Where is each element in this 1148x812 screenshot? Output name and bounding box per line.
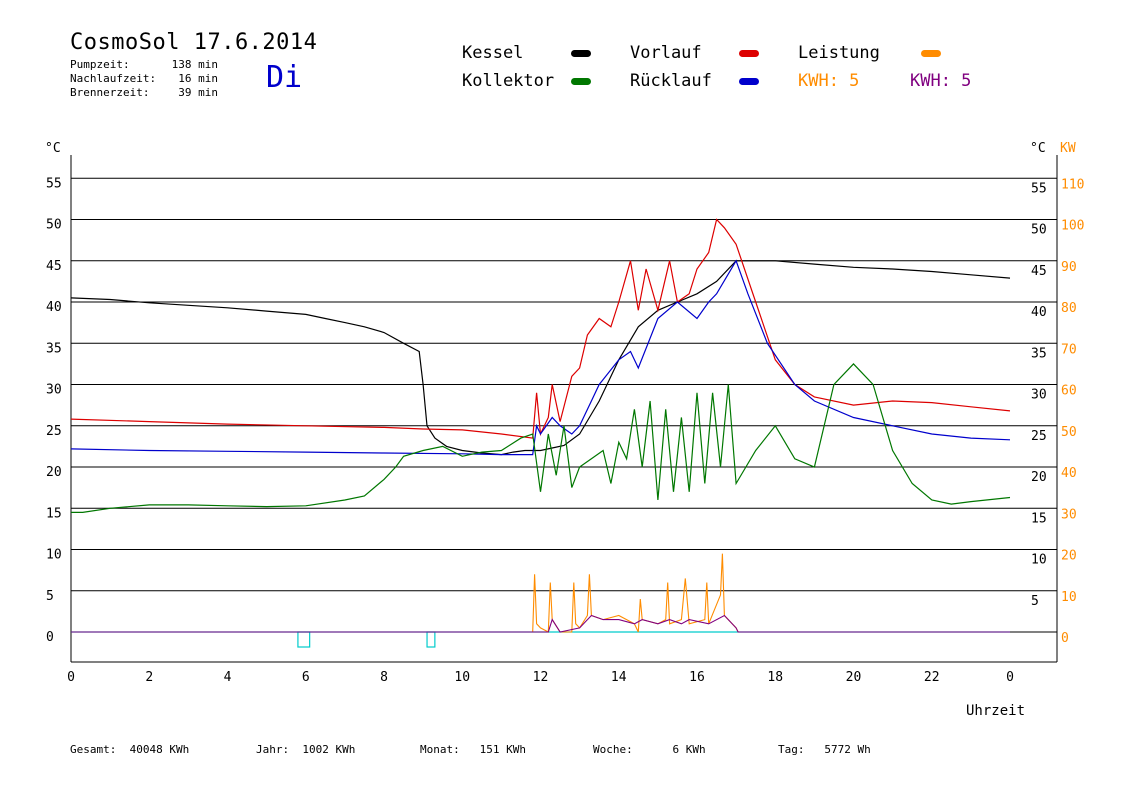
stat-value: 138 min xyxy=(171,58,218,71)
series-line-kessel xyxy=(70,260,1011,456)
x-tick: 8 xyxy=(380,670,388,685)
stat-label: Pumpzeit: xyxy=(70,58,130,71)
x-axis-label: Uhrzeit xyxy=(966,703,1025,719)
y-tick-kw: 30 xyxy=(1061,507,1077,522)
x-tick: 6 xyxy=(302,670,310,685)
series-line-kwh xyxy=(71,614,1010,633)
y-tick-right: 30 xyxy=(1031,388,1047,403)
legend-leistung-label: Leistung xyxy=(798,43,880,63)
chart-title: CosmoSol 17.6.2014 xyxy=(70,30,318,55)
y-tick-left: 45 xyxy=(46,259,62,274)
stat-value: 16 min xyxy=(178,72,218,85)
x-tick: 16 xyxy=(689,670,705,685)
x-tick: 14 xyxy=(611,670,627,685)
y-tick-kw: 110 xyxy=(1061,177,1084,192)
y-tick-left: 15 xyxy=(46,506,62,521)
footer-tag: Tag: 5772 Wh xyxy=(778,743,871,756)
y-tick-kw: 20 xyxy=(1061,549,1077,564)
footer-gesamt: Gesamt: 40048 KWh xyxy=(70,743,190,756)
series-line-vorlauf xyxy=(70,218,1011,439)
y-tick-right: 50 xyxy=(1031,223,1047,238)
x-tick: 10 xyxy=(454,670,470,685)
x-tick: 18 xyxy=(767,670,783,685)
x-tick: 12 xyxy=(533,670,549,685)
y-tick-left: 55 xyxy=(46,176,62,191)
series-line-leistung xyxy=(71,553,1010,633)
legend-ruecklauf-swatch xyxy=(739,78,759,85)
y-tick-left: 40 xyxy=(46,300,62,315)
stat-label: Nachlaufzeit: xyxy=(70,72,157,85)
legend-kwh-orange: KWH: 5 xyxy=(798,71,860,91)
y-tick-left: 30 xyxy=(46,383,62,398)
weekday-label: Di xyxy=(266,60,303,95)
legend-vorlauf-swatch xyxy=(739,50,759,57)
stat-value: 39 min xyxy=(178,86,218,99)
legend-vorlauf-label: Vorlauf xyxy=(630,43,702,63)
y-tick-kw: 40 xyxy=(1061,466,1077,481)
y-tick-left: 0 xyxy=(46,630,54,645)
stat-pumpzeit: Pumpzeit: 138 min xyxy=(70,58,218,71)
y-tick-left: 5 xyxy=(46,589,54,604)
y-tick-left: 25 xyxy=(46,424,62,439)
series-lines xyxy=(70,218,1011,633)
pump-marker xyxy=(297,631,311,648)
legend-kollektor-swatch xyxy=(571,78,591,85)
y-tick-kw: 60 xyxy=(1061,384,1077,399)
y-tick-right: 55 xyxy=(1031,181,1047,196)
stat-brennerzeit: Brennerzeit: 39 min xyxy=(70,86,218,99)
legend-leistung-swatch xyxy=(921,50,941,57)
legend-kessel-swatch xyxy=(571,50,591,57)
y-axis-unit-left: °C xyxy=(45,141,61,156)
x-tick: 22 xyxy=(924,670,940,685)
stat-nachlaufzeit: Nachlaufzeit: 16 min xyxy=(70,72,218,85)
y-tick-right: 25 xyxy=(1031,429,1047,444)
y-tick-right: 5 xyxy=(1031,594,1039,609)
y-tick-left: 10 xyxy=(46,548,62,563)
y-tick-kw: 100 xyxy=(1061,219,1084,234)
x-tick: 0 xyxy=(67,670,75,685)
y-axis-unit-kw: KW xyxy=(1060,141,1076,156)
y-tick-right: 45 xyxy=(1031,264,1047,279)
y-tick-right: 40 xyxy=(1031,305,1047,320)
series-line-ruecklauf xyxy=(70,259,1011,456)
y-tick-left: 20 xyxy=(46,465,62,480)
y-tick-right: 10 xyxy=(1031,553,1047,568)
y-tick-right: 20 xyxy=(1031,470,1047,485)
legend-kwh-purple: KWH: 5 xyxy=(910,71,972,91)
legend-kessel-label: Kessel xyxy=(462,43,524,63)
y-tick-right: 15 xyxy=(1031,511,1047,526)
y-tick-kw: 80 xyxy=(1061,301,1077,316)
x-tick: 2 xyxy=(145,670,153,685)
y-tick-left: 50 xyxy=(46,218,62,233)
y-tick-left: 35 xyxy=(46,341,62,356)
legend-ruecklauf-label: Rücklauf xyxy=(630,71,712,91)
tick-labels: 5550454035302520151050555045403530252015… xyxy=(46,176,1084,685)
footer-monat: Monat: 151 KWh xyxy=(420,743,526,756)
x-tick: 0 xyxy=(1006,670,1014,685)
y-tick-right: 35 xyxy=(1031,346,1047,361)
y-tick-kw: 50 xyxy=(1061,425,1077,440)
x-tick: 4 xyxy=(224,670,232,685)
y-axis-unit-right: °C xyxy=(1030,141,1046,156)
footer-jahr: Jahr: 1002 KWh xyxy=(256,743,356,756)
y-tick-kw: 10 xyxy=(1061,590,1077,605)
y-tick-kw: 70 xyxy=(1061,342,1077,357)
y-tick-kw: 90 xyxy=(1061,260,1077,275)
x-tick: 20 xyxy=(846,670,862,685)
legend-kollektor-label: Kollektor xyxy=(462,71,555,91)
series-line-kollektor xyxy=(71,363,1011,514)
y-tick-kw: 0 xyxy=(1061,631,1069,646)
pump-marker xyxy=(426,631,436,648)
stat-label: Brennerzeit: xyxy=(70,86,150,99)
footer-woche: Woche: 6 KWh xyxy=(593,743,706,756)
